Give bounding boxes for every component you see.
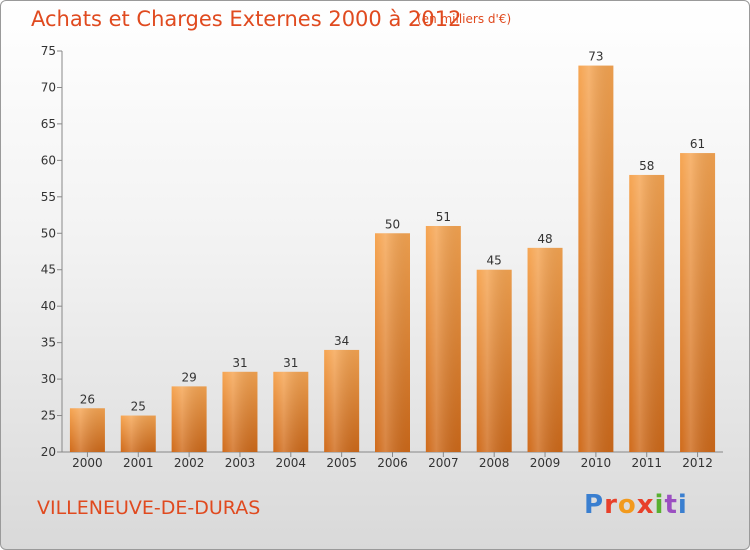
- bar-highlight: [69, 408, 105, 452]
- bar-highlight: [680, 153, 716, 452]
- bar-highlight: [425, 225, 461, 452]
- bar-highlight: [273, 371, 309, 452]
- x-tick-label: 2005: [326, 456, 357, 470]
- y-tick-label: 40: [41, 299, 56, 313]
- data-label: 26: [80, 392, 95, 406]
- y-tick-label: 20: [41, 445, 56, 459]
- proxiti-logo: Proxiti: [584, 490, 688, 520]
- x-tick-label: 2006: [377, 456, 408, 470]
- data-label: 34: [334, 334, 349, 348]
- bar-highlight: [629, 174, 665, 453]
- y-tick-label: 35: [41, 336, 56, 350]
- x-tick-label: 2002: [174, 456, 205, 470]
- x-tick-label: 2008: [479, 456, 510, 470]
- data-label: 29: [181, 370, 196, 384]
- x-tick-label: 2003: [225, 456, 256, 470]
- chart-subtitle: (en milliers d'€): [417, 12, 512, 26]
- bar-highlight: [527, 247, 563, 452]
- x-tick-label: 2000: [72, 456, 103, 470]
- data-label: 31: [283, 356, 298, 370]
- logo-letter: i: [654, 490, 665, 520]
- x-tick-label: 2011: [631, 456, 662, 470]
- logo-letter: r: [604, 490, 618, 520]
- data-label: 31: [232, 356, 247, 370]
- y-tick-label: 50: [41, 226, 56, 240]
- y-tick-label: 60: [41, 153, 56, 167]
- commune-name: VILLENEUVE-DE-DURAS: [37, 497, 261, 519]
- data-label: 50: [385, 217, 400, 231]
- y-tick-label: 25: [41, 409, 56, 423]
- y-tick-label: 75: [41, 44, 56, 58]
- data-label: 58: [639, 159, 654, 173]
- bar-highlight: [476, 269, 512, 452]
- logo-letter: o: [617, 490, 637, 520]
- data-label: 73: [588, 50, 603, 64]
- logo-letter: i: [677, 490, 688, 520]
- bar-highlight: [222, 371, 258, 452]
- data-label: 25: [131, 400, 146, 414]
- bar-highlight: [578, 65, 614, 452]
- data-label: 48: [537, 232, 552, 246]
- data-label: 61: [690, 137, 705, 151]
- x-tick-label: 2012: [682, 456, 713, 470]
- y-tick-label: 30: [41, 372, 56, 386]
- chart-title: Achats et Charges Externes 2000 à 2012: [31, 7, 462, 31]
- x-tick-label: 2007: [428, 456, 459, 470]
- y-tick-label: 65: [41, 117, 56, 131]
- y-tick-label: 45: [41, 263, 56, 277]
- x-tick-label: 2004: [276, 456, 307, 470]
- x-tick-label: 2001: [123, 456, 154, 470]
- bar-highlight: [120, 415, 156, 452]
- bar-highlight: [324, 349, 360, 452]
- logo-letter: t: [664, 490, 678, 520]
- bar-highlight: [171, 386, 207, 452]
- y-tick-label: 70: [41, 80, 56, 94]
- logo-letter: x: [636, 490, 655, 520]
- data-label: 51: [436, 210, 451, 224]
- data-label: 45: [487, 254, 502, 268]
- x-tick-label: 2009: [530, 456, 561, 470]
- logo-letter: P: [584, 490, 605, 520]
- bar-highlight: [375, 233, 410, 452]
- x-tick-label: 2010: [581, 456, 612, 470]
- y-tick-label: 55: [41, 190, 56, 204]
